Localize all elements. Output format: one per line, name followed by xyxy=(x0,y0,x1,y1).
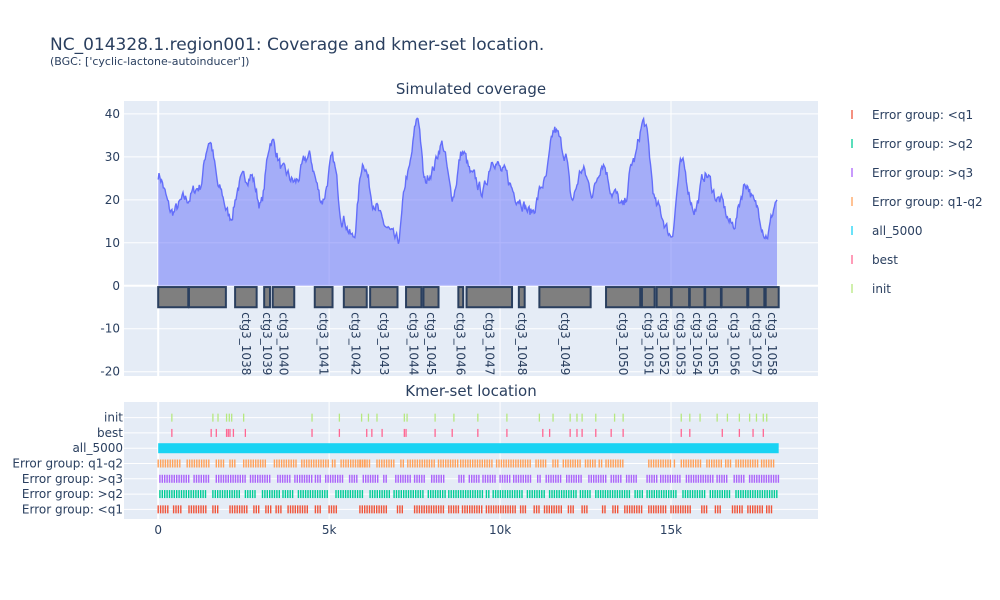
legend-item[interactable]: Error group: q1-q2 xyxy=(851,195,983,209)
kmer-row-label: Error group: <q1 xyxy=(22,502,123,516)
contig-label: ctg3_1042 xyxy=(348,312,362,375)
coverage-panel-title: Simulated coverage xyxy=(396,80,546,98)
kmer-series-row xyxy=(157,459,775,468)
contig-label: ctg3_1046 xyxy=(454,312,468,375)
contig-label: ctg3_1041 xyxy=(317,312,331,375)
contig-label: ctg3_1051 xyxy=(641,312,655,375)
y-tick-label: 0 xyxy=(112,279,120,293)
coverage-line xyxy=(157,116,778,244)
contig-label: ctg3_1038 xyxy=(239,312,253,375)
contig-label: ctg3_1055 xyxy=(706,312,720,375)
legend-item[interactable]: Error group: <q1 xyxy=(851,108,973,122)
contig-block xyxy=(313,286,334,309)
contig-block xyxy=(465,286,514,309)
kmer-series-row xyxy=(158,443,779,454)
contig-block xyxy=(655,286,672,309)
contig-block xyxy=(764,286,780,309)
x-tick-label: 10k xyxy=(489,523,511,537)
contig-block xyxy=(605,286,642,309)
kmer-x-ticks: 0 5k 10k 15k xyxy=(154,523,682,537)
contig-block xyxy=(342,286,368,309)
legend-label: Error group: q1-q2 xyxy=(872,195,983,209)
contig-block xyxy=(670,286,691,309)
kmer-plot-area xyxy=(124,402,818,519)
kmer-series-row xyxy=(159,490,778,499)
coverage-area xyxy=(158,118,777,286)
contig-block xyxy=(271,286,296,309)
contig-block xyxy=(405,286,423,309)
legend-label: best xyxy=(872,253,898,267)
contig-label: ctg3_1049 xyxy=(558,312,572,375)
kmer-row-label: Error group: >q3 xyxy=(22,472,123,486)
contig-block xyxy=(538,286,592,309)
kmer-series-row xyxy=(157,505,773,514)
legend-label: all_5000 xyxy=(872,224,923,238)
legend-label: Error group: >q2 xyxy=(872,137,973,151)
contig-label: ctg3_1040 xyxy=(276,312,290,375)
kmer-segment xyxy=(158,443,779,454)
contig-label: ctg3_1052 xyxy=(657,312,671,375)
contig-block xyxy=(457,286,465,309)
figure-title: NC_014328.1.region001: Coverage and kmer… xyxy=(50,35,544,55)
contig-label: ctg3_1054 xyxy=(690,312,704,375)
kmer-row-label: init xyxy=(104,411,123,425)
legend-item[interactable]: Error group: >q3 xyxy=(851,166,973,180)
kmer-series xyxy=(157,413,780,514)
legend-label: Error group: <q1 xyxy=(872,108,973,122)
contig-block xyxy=(234,286,258,309)
contig-block xyxy=(157,286,190,309)
legend-item[interactable]: Error group: >q2 xyxy=(851,137,973,151)
kmer-series-row xyxy=(159,474,780,483)
y-tick-label: -10 xyxy=(100,322,120,336)
contig-block xyxy=(422,286,440,309)
contig-block xyxy=(263,286,271,309)
contig-block xyxy=(704,286,722,309)
contig-label: ctg3_1039 xyxy=(260,312,274,375)
coverage-y-ticks: -20 -10 0 10 20 30 40 xyxy=(100,107,120,379)
legend-label: init xyxy=(872,282,891,296)
contig-block xyxy=(640,286,656,309)
kmer-row-label: Error group: >q2 xyxy=(22,487,123,501)
contig-label: ctg3_1053 xyxy=(673,312,687,375)
contig-block xyxy=(720,286,749,309)
contig-label: ctg3_1043 xyxy=(377,312,391,375)
x-tick-label: 0 xyxy=(154,523,162,537)
legend-label: Error group: >q3 xyxy=(872,166,973,180)
y-tick-label: -20 xyxy=(100,365,120,379)
contig-label: ctg3_1057 xyxy=(749,312,763,375)
contig-block xyxy=(187,286,227,309)
y-tick-label: 10 xyxy=(105,236,120,250)
contig-label: ctg3_1044 xyxy=(407,312,421,375)
contig-label: ctg3_1048 xyxy=(515,312,529,375)
contig-label: ctg3_1050 xyxy=(616,312,630,375)
contig-block xyxy=(747,286,766,309)
x-tick-label: 15k xyxy=(660,523,682,537)
contig-block xyxy=(688,286,706,309)
kmer-row-label: best xyxy=(97,426,123,440)
y-tick-label: 40 xyxy=(105,107,120,121)
contig-block xyxy=(517,286,526,309)
contig-block xyxy=(369,286,399,309)
legend-item[interactable]: all_5000 xyxy=(851,224,923,238)
y-tick-label: 30 xyxy=(105,150,120,164)
kmer-row-label: all_5000 xyxy=(72,441,123,455)
legend-item[interactable]: init xyxy=(851,282,891,296)
contig-label: ctg3_1047 xyxy=(482,312,496,375)
contig-label: ctg3_1045 xyxy=(424,312,438,375)
legend-item[interactable]: best xyxy=(851,253,898,267)
contig-label: ctg3_1056 xyxy=(727,312,741,375)
contig-label: ctg3_1058 xyxy=(765,312,779,375)
kmer-row-label: Error group: q1-q2 xyxy=(12,457,123,471)
kmer-panel-title: Kmer-set location xyxy=(405,382,537,400)
contig-blocks: ctg3_1038 ctg3_1039 ctg3_1040 ctg3_1041 ctg3… xyxy=(157,286,780,375)
y-tick-label: 20 xyxy=(105,193,120,207)
x-tick-label: 5k xyxy=(322,523,337,537)
legend[interactable]: Error group: <q1 Error group: >q2 Error gr… xyxy=(851,108,983,296)
figure-subtitle: (BGC: ['cyclic-lactone-autoinducer']) xyxy=(50,55,249,68)
